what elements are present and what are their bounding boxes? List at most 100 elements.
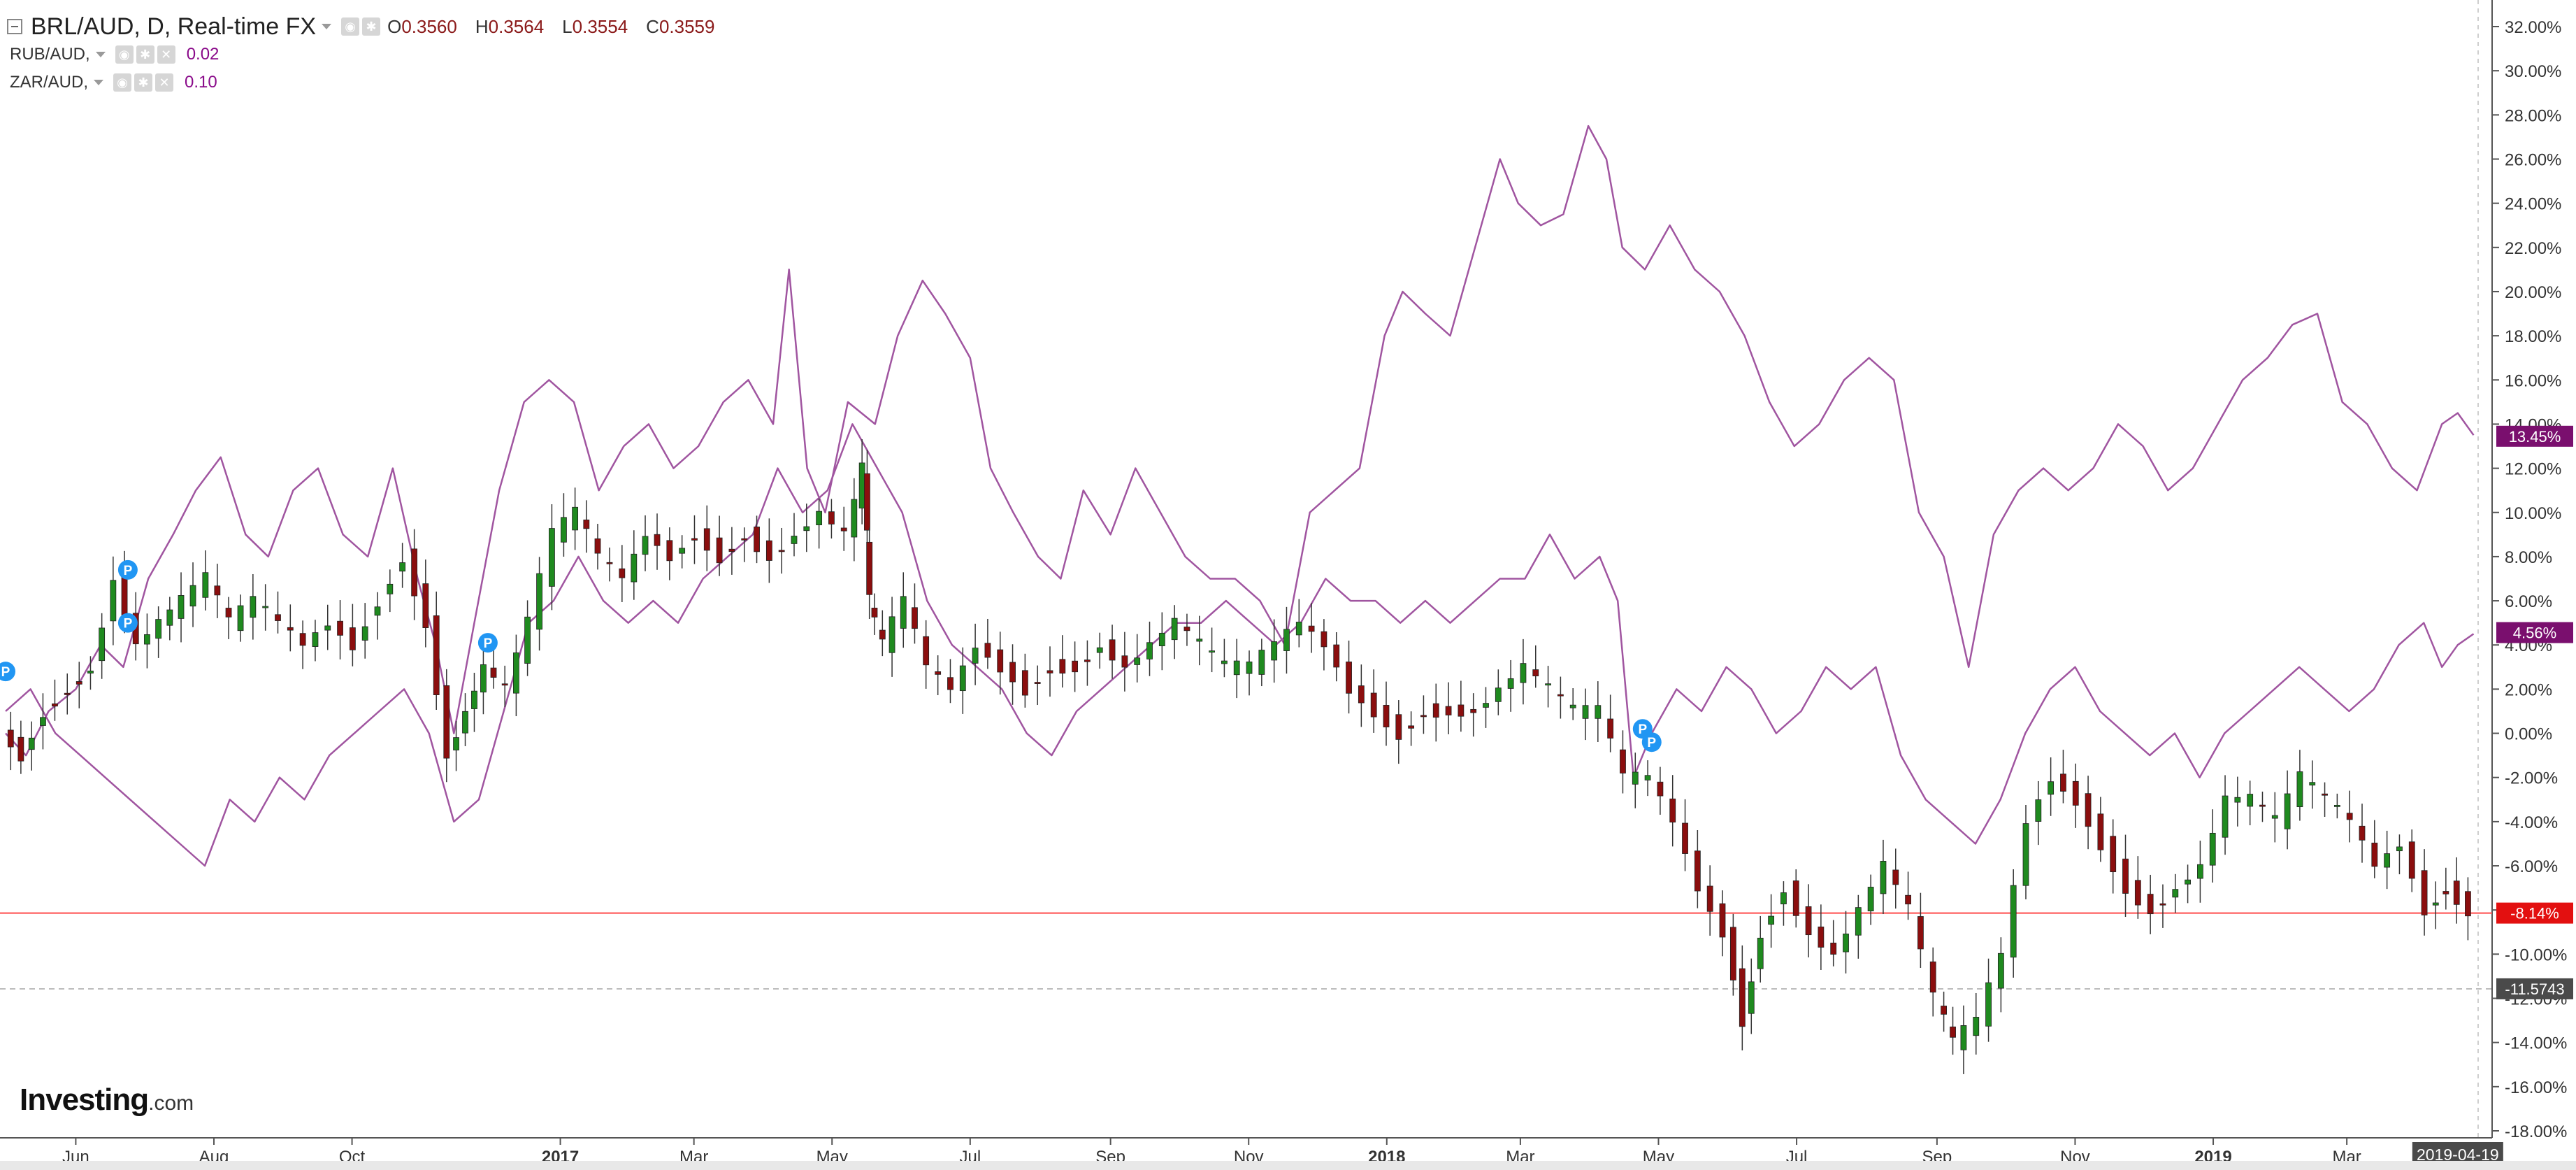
candle-body [679,548,686,554]
settings-icon[interactable]: ✱ [134,73,153,92]
event-marker[interactable] [117,559,138,580]
candle-body [765,540,772,561]
chevron-down-icon[interactable] [94,80,104,85]
candle-body [1370,692,1377,718]
y-tick-label: 30.00% [2505,62,2561,81]
candle-body [387,583,394,594]
candle-body [144,634,150,645]
settings-icon[interactable]: ✱ [136,45,154,64]
candle-body [778,550,785,552]
candle-body [433,615,440,695]
candle-body [691,538,698,541]
candle-body [1620,749,1626,773]
candle-body [816,511,823,525]
candle-body [1258,650,1265,675]
chevron-down-icon[interactable] [95,52,106,57]
y-tick-label: 26.00% [2505,150,2561,169]
candle-body [1892,869,1899,885]
visibility-icon[interactable]: ◉ [341,17,360,36]
candle-body [99,627,106,662]
candle-body [1545,683,1551,686]
candle-body [1059,659,1066,674]
candle-body [214,585,221,596]
event-marker[interactable] [1641,732,1662,752]
candle-body [2185,879,2191,885]
visibility-icon[interactable]: ◉ [113,73,132,92]
axis-price-label-bg [2496,902,2573,924]
candle-body [1096,647,1103,653]
legend-compare-row: RUB/AUD, ◉ ✱ ✕ 0.02 [7,41,733,69]
candle-body [2209,832,2216,866]
candle-body [866,541,873,595]
ohlc-close: C0.3559 [646,15,715,37]
bottom-scrollbar[interactable] [0,1161,2576,1170]
candle-body [2110,836,2117,873]
collapse-legend-icon[interactable] [7,19,22,34]
candle-body [2035,799,2042,822]
candle-body [225,608,232,618]
candle-body [984,643,991,658]
candle-body [1997,953,2004,989]
candle-body [374,606,381,616]
candle-body [549,528,555,587]
candle-body [52,703,58,707]
chevron-down-icon[interactable] [322,24,332,29]
candle-body [1121,655,1128,668]
compare-symbol-zar[interactable]: ZAR/AUD, [10,73,89,92]
candle-body [501,683,508,686]
candle-body [2134,880,2141,906]
y-tick-label: -16.00% [2505,1078,2567,1097]
candle-body [1607,718,1614,739]
axis-price-label-bg [2496,425,2573,447]
event-marker-label: P [1647,736,1656,750]
axis-price-label-bg [2496,622,2573,643]
candle-body [2359,825,2366,841]
candle-body [2159,903,2166,906]
ohlc-low: L0.3554 [562,15,628,37]
event-marker[interactable] [0,662,15,682]
main-symbol-title[interactable]: BRL/AUD, D, Real-time FX [31,13,317,40]
candle-body [1905,894,1911,905]
compare-zar-controls: ◉ ✱ ✕ [113,73,174,92]
close-icon[interactable]: ✕ [157,45,175,64]
candle-body [422,583,429,629]
visibility-icon[interactable]: ◉ [115,45,134,64]
close-icon[interactable]: ✕ [155,73,174,92]
candle-body [1880,860,1887,894]
y-tick-label: -14.00% [2505,1034,2567,1053]
event-marker[interactable] [117,613,138,633]
candle-body [1420,715,1427,718]
candle-body [1739,968,1746,1027]
candle-body [2408,841,2415,879]
candle-body [17,736,24,762]
candle-body [728,548,735,552]
candle-body [666,540,673,562]
candle-body [166,609,173,626]
candle-body [2097,813,2104,850]
candle-body [561,517,567,543]
axis-price-label-bg [2496,978,2573,999]
candle-body [110,580,117,622]
candle-body [1757,937,1764,969]
candle-body [1034,682,1041,684]
compare-symbol-rub[interactable]: RUB/AUD, [10,45,90,64]
candle-body [28,737,35,750]
candle-body [411,548,418,597]
candle-body [480,664,487,693]
candle-body [1346,662,1352,694]
candle-body [178,595,185,619]
series-line-zar-aud [5,423,2475,867]
candle-body [1843,933,1849,953]
candle-body [1805,906,1812,936]
y-tick-label: 32.00% [2505,18,2561,37]
candle-body [1158,632,1165,647]
settings-icon[interactable]: ✱ [362,17,381,36]
candle-body [1009,662,1016,683]
candle-body [1021,670,1028,696]
candle-body [619,568,626,578]
event-marker[interactable] [477,633,498,653]
candle-body [2322,793,2328,796]
y-tick-label: -6.00% [2505,857,2558,876]
candle-body [2072,780,2079,806]
